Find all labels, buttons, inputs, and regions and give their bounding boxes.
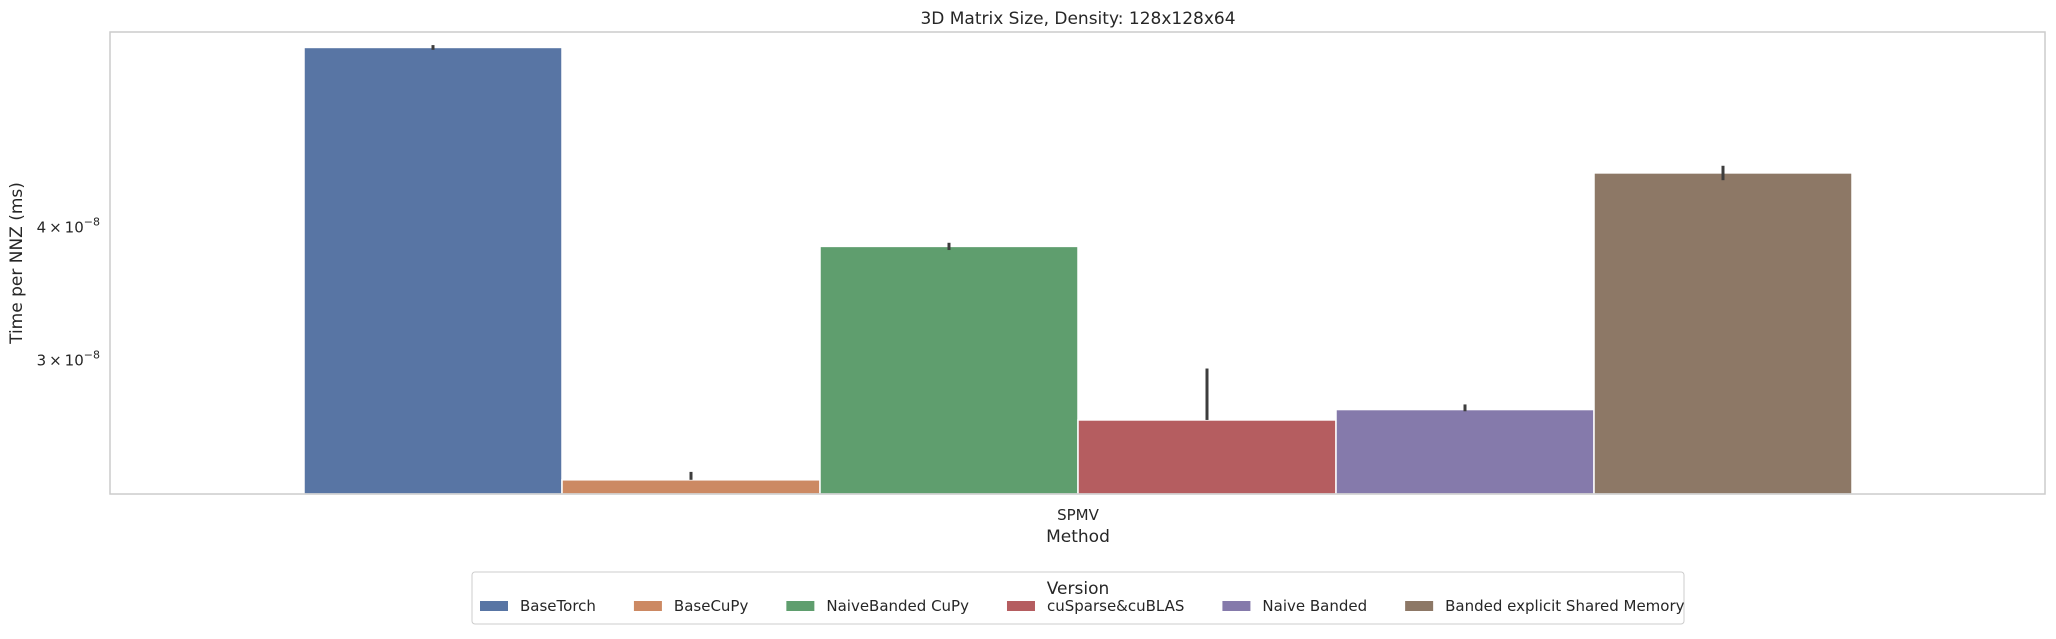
legend-label: Naive Banded [1262,597,1367,615]
legend-item-banded-explicit-shared-memory: Banded explicit Shared Memory [1405,597,1685,615]
bars-group [303,46,1853,495]
x-axis-label: Method [1046,527,1110,547]
legend-label: BaseTorch [520,597,596,615]
legend-label: NaiveBanded CuPy [826,597,969,615]
legend-swatch [480,601,508,611]
bar-cusparse-cublas [1077,419,1337,495]
bar-basecupy [561,479,821,495]
legend-title: Version [1047,579,1110,599]
legend-swatch [1222,601,1251,611]
legend-swatch [786,601,815,611]
legend-swatch [1006,601,1035,611]
y-tick-label: 3 × 10−8 [37,349,100,370]
legend-frame [471,571,1685,625]
y-tick-labels: 3 × 10−8 4 × 10−8 [37,215,100,369]
plot-area-frame [109,31,2046,495]
legend-items: BaseTorch BaseCuPy NaiveBanded CuPy cuSpars… [480,597,1685,615]
legend-swatch [633,601,662,611]
legend-item-naive-banded: Naive Banded [1222,597,1367,615]
y-axis-label: Time per NNZ (ms) [7,182,27,345]
error-bars-group [431,45,1725,480]
legend-swatch [1405,601,1434,611]
legend: Version BaseTorch BaseCuPy NaiveBanded CuP… [471,571,1685,625]
legend-label: cuSparse&cuBLAS [1047,597,1184,615]
legend-item-naivebanded-cupy: NaiveBanded CuPy [786,597,969,615]
x-tick-labels: SPMV [1057,506,1100,524]
bar-naive-banded [1335,408,1595,495]
legend-label: Banded explicit Shared Memory [1445,597,1684,615]
legend-label: BaseCuPy [674,597,749,615]
bar-naivebanded-cupy [819,245,1079,495]
legend-item-cusparse-cublas: cuSparse&cuBLAS [1006,597,1184,615]
bar-basetorch [303,46,563,495]
x-tick-label: SPMV [1057,506,1100,524]
y-tick-label: 4 × 10−8 [37,215,100,236]
legend-item-basetorch: BaseTorch [480,597,596,615]
legend-item-basecupy: BaseCuPy [633,597,749,615]
bar-banded-explicit-shared-memory [1593,172,1853,495]
chart-title: 3D Matrix Size, Density: 128x128x64 [920,9,1235,29]
